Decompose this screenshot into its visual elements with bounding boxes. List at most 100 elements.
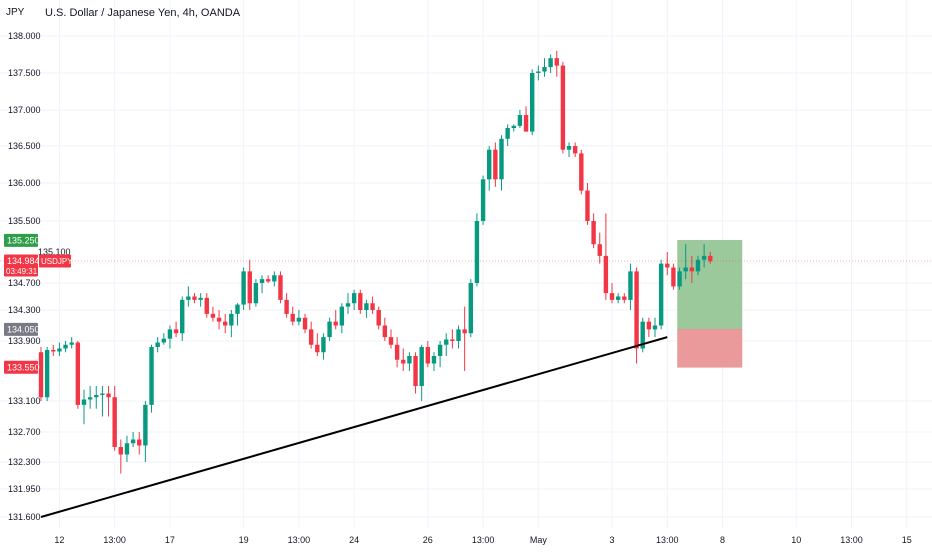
y-axis-tick-label: 132.700	[8, 427, 41, 437]
x-axis-tick-label: May	[530, 535, 548, 545]
candle-body	[394, 344, 400, 360]
candle-body	[695, 259, 701, 272]
candle-body	[585, 190, 590, 221]
candle-body	[523, 115, 529, 132]
loss-zone[interactable]	[677, 329, 743, 368]
candle-body	[677, 271, 682, 287]
candle-body	[640, 321, 645, 349]
x-axis-tick-label: 13:00	[840, 535, 863, 545]
candle-body	[198, 297, 203, 300]
current-price-tag	[4, 254, 38, 277]
y-axis-tick-label: 137.500	[8, 68, 41, 78]
candle-body	[462, 329, 467, 334]
candle-body	[75, 342, 81, 405]
candle-body	[554, 58, 559, 66]
candle-body	[278, 275, 283, 300]
candle-body	[444, 339, 449, 345]
candle-body	[579, 153, 584, 191]
y-axis-tick-label: 138.000	[8, 31, 41, 41]
x-axis-tick-label: 13:00	[656, 535, 679, 545]
candle-body	[118, 447, 124, 455]
candle-body	[388, 337, 394, 345]
entry-price-tag-text: 134.050	[7, 324, 40, 334]
candle-body	[186, 296, 191, 300]
candle-body	[708, 255, 713, 262]
target-price-tag-text: 135.250	[7, 235, 40, 245]
candle-body	[223, 321, 228, 326]
candle-body	[376, 310, 381, 326]
candle-body	[474, 221, 480, 283]
candle-body	[548, 58, 553, 68]
candle-body	[247, 271, 252, 304]
candle-body	[180, 299, 185, 334]
candle-body	[468, 283, 473, 334]
candle-body	[407, 356, 412, 364]
x-axis-tick-label: 15	[902, 535, 912, 545]
candle-body	[253, 283, 259, 304]
current-price-text: 134.984	[7, 256, 40, 266]
candle-body	[69, 342, 74, 345]
candle-body	[536, 71, 541, 73]
candle-body	[560, 65, 566, 150]
stop-price-tag	[4, 360, 38, 374]
candle-body	[658, 263, 664, 326]
candle-body	[437, 344, 443, 356]
chart-title: U.S. Dollar / Japanese Yen, 4h, OANDA	[45, 7, 241, 19]
candle-body	[63, 344, 68, 349]
candle-body	[235, 304, 240, 314]
candle-body	[216, 317, 222, 322]
candle-body	[192, 296, 197, 300]
entry-price-tag	[4, 322, 38, 336]
y-axis-tick-label: 133.100	[8, 396, 41, 406]
candle-body	[493, 149, 498, 180]
candle-body	[38, 352, 44, 398]
x-axis-tick-label: 13:00	[103, 535, 126, 545]
candle-body	[646, 321, 652, 330]
y-axis-tick-label: 136.500	[8, 141, 41, 151]
candle-body	[499, 138, 504, 180]
candle-body	[517, 115, 523, 126]
y-axis-tick-label: 135.500	[8, 216, 41, 226]
candle-body	[265, 279, 271, 282]
symbol-tag	[39, 254, 71, 268]
x-axis-tick-label: 24	[349, 535, 359, 545]
y-axis-tick-label: 136.000	[8, 178, 41, 188]
x-axis-tick-label: 3	[610, 535, 615, 545]
candle-body	[511, 125, 516, 128]
candle-body	[652, 325, 658, 330]
y-axis-tick-label: 131.600	[8, 512, 41, 522]
candle-body	[241, 271, 246, 305]
candle-body	[130, 439, 136, 444]
candle-body	[566, 146, 572, 150]
candle-body	[204, 297, 209, 314]
candle-body	[689, 267, 695, 272]
candle-body	[155, 342, 160, 347]
candle-body	[302, 317, 308, 330]
currency-label: JPY	[6, 7, 25, 18]
candle-body	[51, 350, 56, 352]
candle-body	[351, 293, 357, 304]
x-axis-tick-label: 19	[239, 535, 249, 545]
candle-body	[229, 313, 234, 326]
candle-body	[603, 255, 609, 294]
countdown-text: 03:49:31	[6, 267, 38, 276]
x-axis-tick-label: 13:00	[288, 535, 311, 545]
candle-body	[315, 344, 320, 353]
candle-body	[413, 356, 418, 386]
candle-body	[112, 397, 117, 447]
y-axis-tick-label: 132.300	[8, 457, 41, 467]
x-axis-tick-label: 8	[720, 535, 725, 545]
candle-body	[345, 303, 351, 307]
stop-price-tag-text: 133.550	[7, 362, 40, 372]
candle-body	[401, 359, 406, 364]
x-axis-tick-label: 17	[165, 535, 175, 545]
candle-body	[100, 393, 105, 395]
candle-body	[143, 404, 148, 446]
y-axis-tick-label: 131.950	[8, 484, 41, 494]
candle-body	[81, 399, 87, 405]
y-axis-tick-label: 134.700	[8, 278, 41, 288]
trendline[interactable]	[40, 336, 668, 518]
y-axis-tick-label-partial: 135.100	[38, 247, 71, 257]
